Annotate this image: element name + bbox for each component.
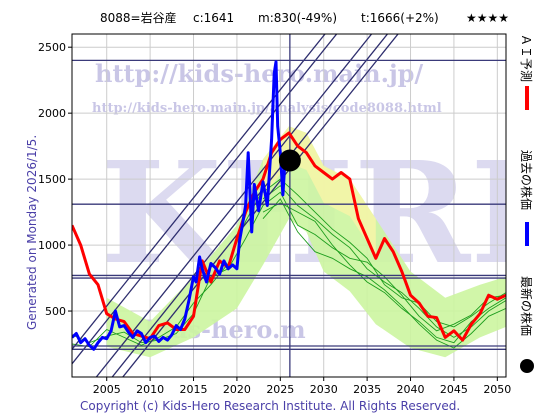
x-tick-label: 2045 [440, 383, 468, 396]
simulation-line [262, 202, 506, 344]
x-tick-label: 2025 [266, 383, 294, 396]
legend-ai-forecast: ＡＩ予測 [519, 34, 533, 110]
x-axis: 2005 2010 2015 2020 2025 2030 2035 2040 2045 2050 [93, 377, 511, 396]
minimum-price: m:830(-49%) [258, 11, 337, 25]
legend-past-price: 過去の株価 [519, 150, 534, 246]
x-tick-label: 2015 [180, 383, 208, 396]
target-price: t:1666(+2%) [361, 11, 439, 25]
stock-title: 8088=岩谷産 [100, 10, 177, 25]
past-price-line [72, 60, 291, 351]
x-tick-label: 2035 [353, 383, 381, 396]
legend-latest-price-swatch [520, 359, 534, 373]
trend-line [72, 34, 338, 365]
legend-ai-forecast-label: ＡＩ予測 [519, 34, 533, 82]
simulation-line [262, 198, 506, 349]
x-tick-label: 2020 [223, 383, 251, 396]
latest-price-point [278, 149, 301, 172]
trend-line [72, 34, 326, 350]
latest-marker [278, 149, 301, 172]
y-tick-label: 2500 [38, 41, 66, 54]
x-tick-label: 2050 [483, 383, 511, 396]
rating-stars: ★★★★ [466, 11, 509, 25]
y-axis: 500 1000 1500 2000 2500 [38, 41, 72, 318]
price-series [72, 60, 506, 351]
copyright-text: Copyright (c) Kids-Hero Research Institu… [80, 399, 460, 413]
simulation-line [262, 178, 506, 328]
legend-past-price-label: 過去の株価 [519, 150, 534, 210]
y-tick-label: 500 [45, 305, 66, 318]
generated-date-label: Generated on Monday 2026/1/5. [25, 135, 39, 330]
x-tick-label: 2005 [93, 383, 121, 396]
watermark-url-small: http://kids-hero.main.jp/analysis/code80… [92, 101, 442, 116]
simulation-line [262, 185, 506, 338]
current-price: c:1641 [193, 11, 234, 25]
x-tick-label: 2040 [397, 383, 425, 396]
plot-frame [71, 33, 507, 378]
trend-line [95, 34, 373, 377]
y-tick-label: 2000 [38, 107, 66, 120]
y-tick-label: 1500 [38, 173, 66, 186]
legend: ＡＩ予測 過去の株価 最新の株価 [519, 34, 534, 373]
support-lines [72, 34, 506, 377]
simulation-line [262, 191, 506, 332]
x-tick-label: 2010 [136, 383, 164, 396]
y-tick-label: 1000 [38, 239, 66, 252]
legend-latest-price: 最新の株価 [519, 276, 534, 373]
x-tick-label: 2030 [310, 383, 338, 396]
legend-latest-price-label: 最新の株価 [519, 276, 534, 336]
